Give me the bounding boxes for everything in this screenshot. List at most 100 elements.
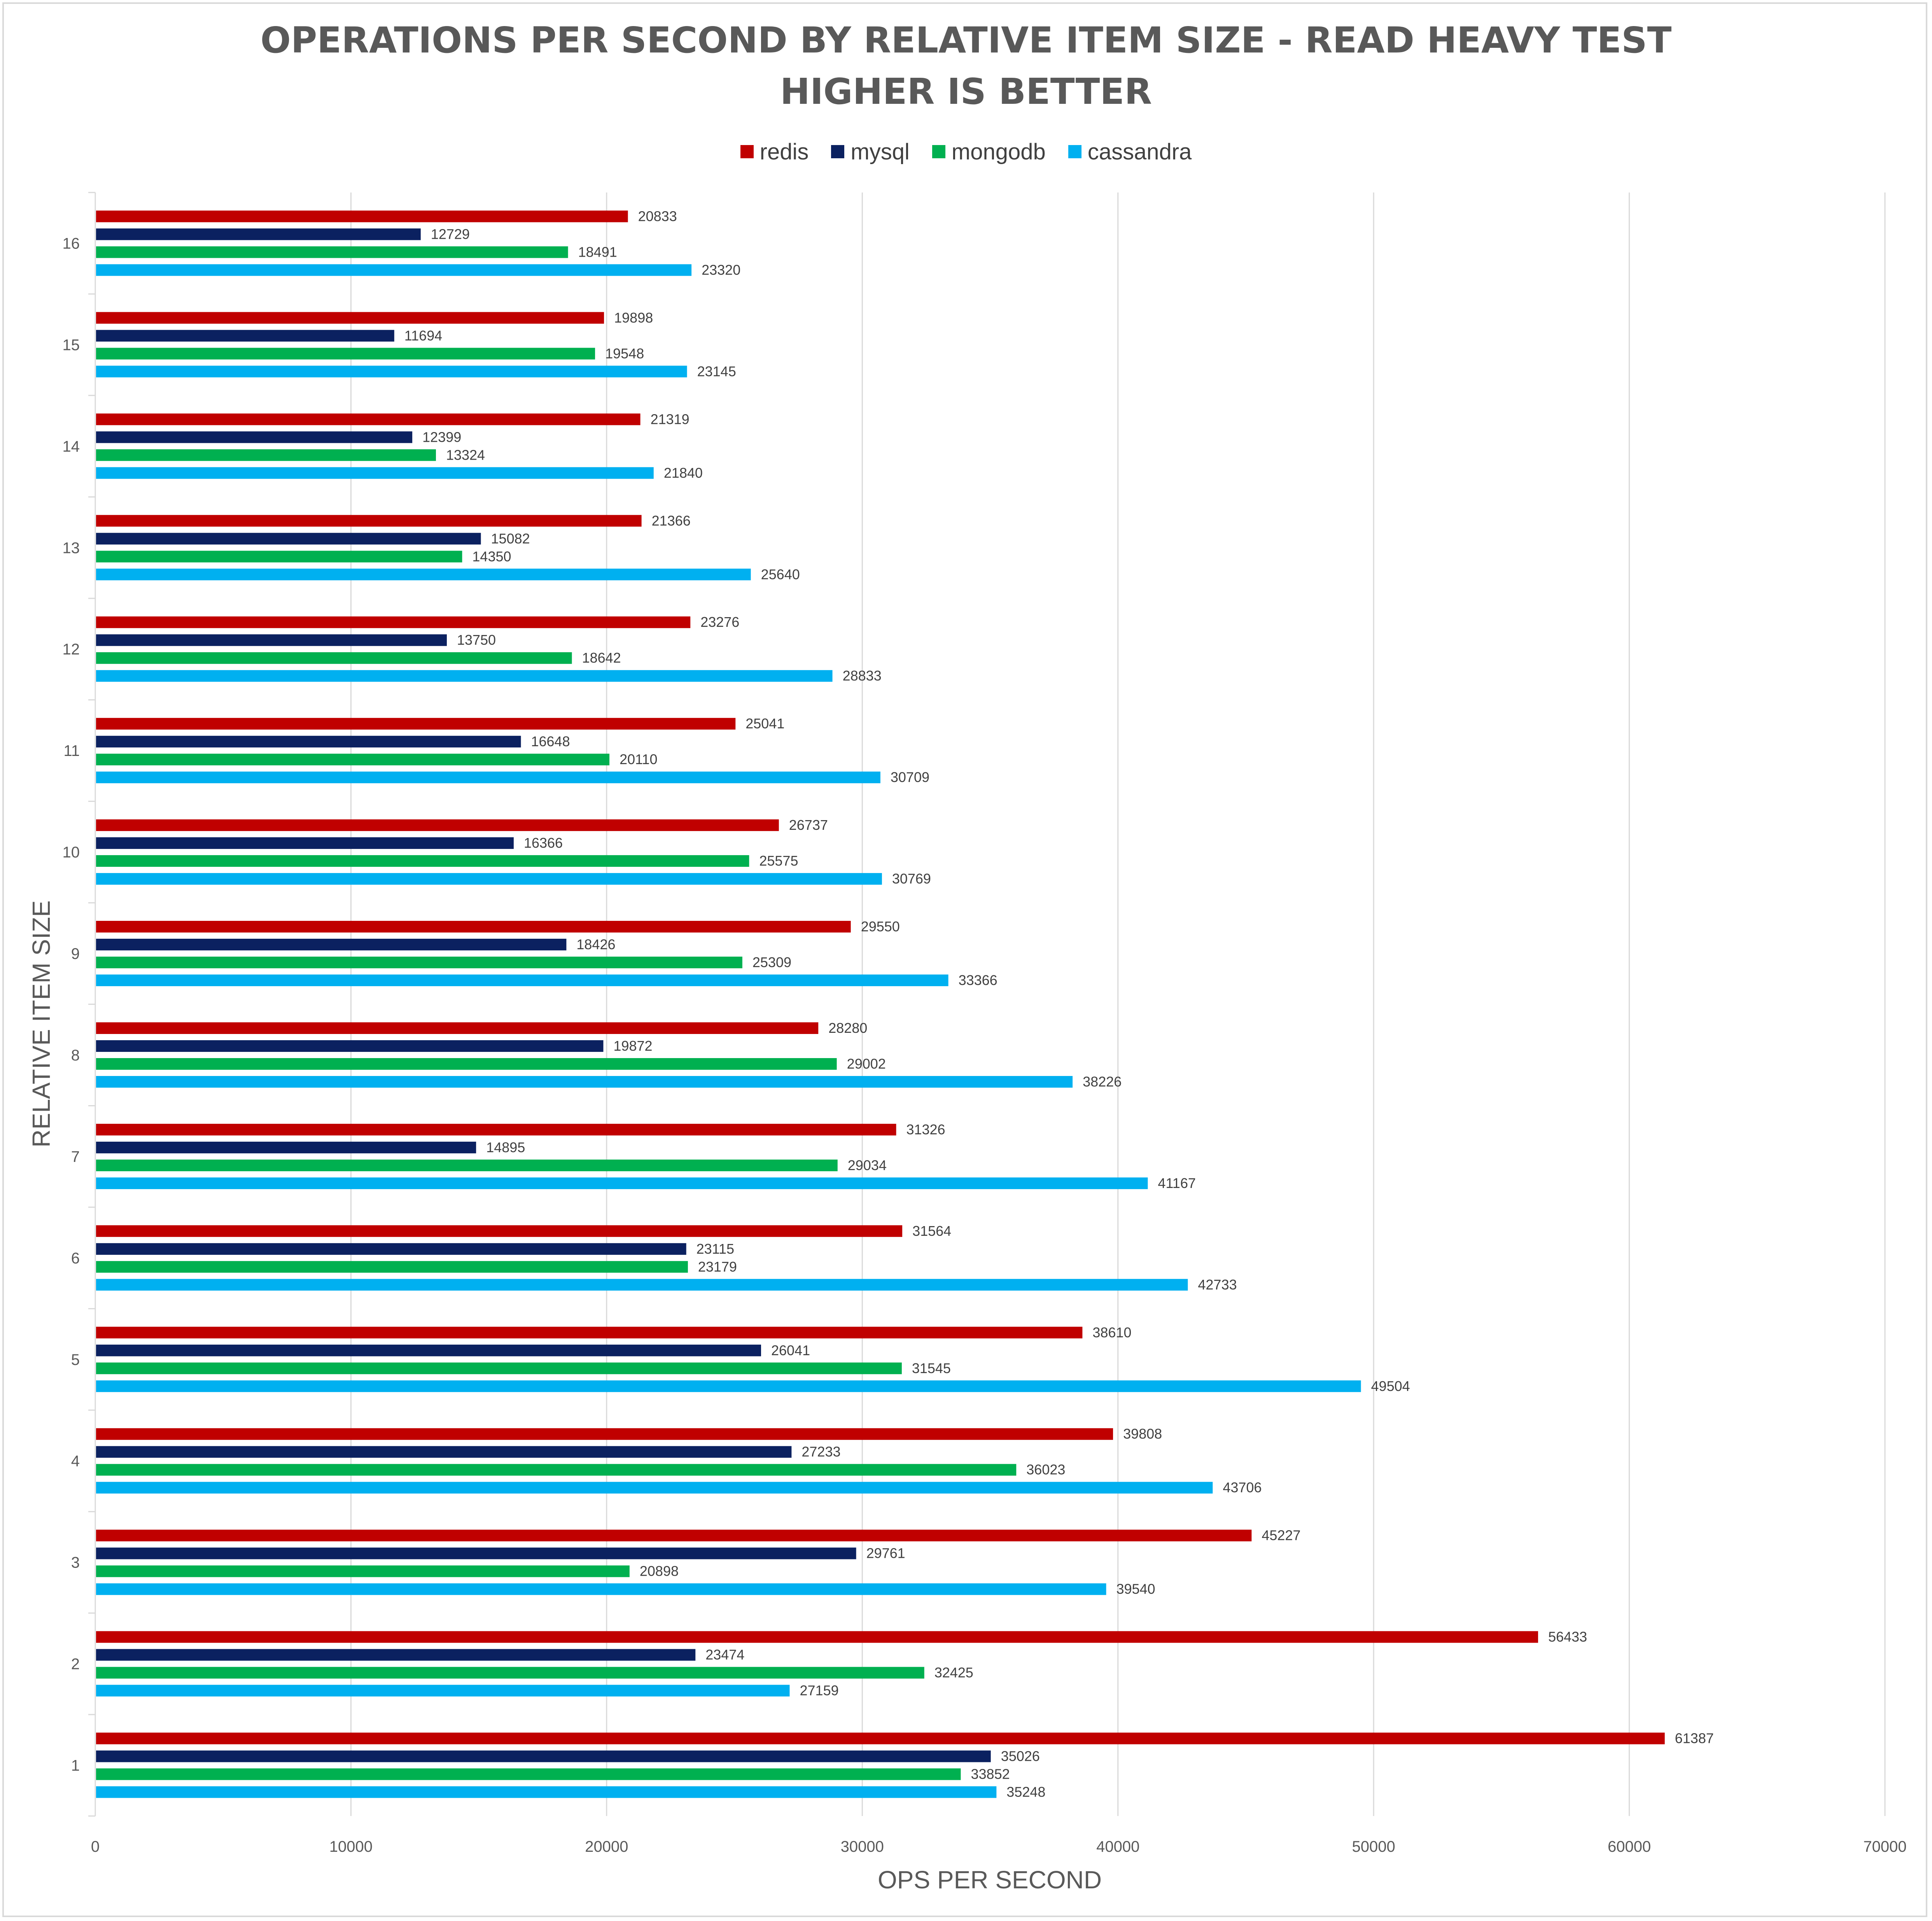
legend-swatch: [1068, 145, 1082, 158]
bar-cassandra-6: [96, 1279, 1188, 1291]
data-label: 27159: [800, 1683, 839, 1699]
x-tick-label: 20000: [585, 1838, 628, 1855]
bar-mongodb-5: [96, 1362, 902, 1374]
bar-redis-7: [96, 1123, 896, 1135]
bar-redis-2: [96, 1631, 1538, 1643]
bar-mongodb-7: [96, 1159, 838, 1171]
y-tick-label: 15: [63, 336, 80, 353]
bar-cassandra-10: [96, 873, 882, 885]
bar-redis-15: [96, 312, 604, 324]
bar-mysql-4: [96, 1446, 792, 1458]
data-label: 13324: [446, 447, 485, 463]
bar-cassandra-12: [96, 670, 833, 682]
bar-mongodb-12: [96, 652, 572, 664]
data-label: 25575: [759, 853, 798, 869]
bar-redis-9: [96, 921, 851, 933]
y-axis-title: RELATIVE ITEM SIZE: [27, 900, 55, 1147]
bar-mysql-2: [96, 1649, 696, 1661]
data-label: 36023: [1026, 1462, 1065, 1478]
data-label: 20110: [620, 751, 657, 767]
data-label: 35248: [1006, 1784, 1045, 1800]
bar-redis-12: [96, 616, 691, 628]
legend-label: cassandra: [1087, 139, 1192, 164]
x-tick-label: 60000: [1608, 1838, 1651, 1855]
bar-cassandra-13: [96, 569, 751, 581]
legend-swatch: [740, 145, 754, 158]
bar-mongodb-4: [96, 1464, 1017, 1476]
data-label: 25309: [752, 954, 791, 970]
bar-mongodb-14: [96, 449, 436, 461]
legend-label: mysql: [850, 139, 910, 164]
legend-swatch: [831, 145, 845, 158]
legend-item-mysql: mysql: [831, 139, 910, 165]
bar-cassandra-16: [96, 264, 692, 276]
data-label: 19898: [614, 310, 653, 325]
legend-item-mongodb: mongodb: [932, 139, 1046, 165]
data-label: 33366: [959, 972, 998, 988]
data-label: 29034: [848, 1157, 887, 1173]
data-label: 25640: [761, 566, 800, 582]
data-label: 16648: [531, 733, 570, 749]
bars: [96, 210, 1665, 1798]
bar-mongodb-2: [96, 1667, 924, 1679]
bar-redis-1: [96, 1732, 1665, 1744]
bar-cassandra-9: [96, 974, 948, 987]
bar-redis-11: [96, 718, 736, 730]
data-label: 26041: [771, 1342, 810, 1358]
data-label: 38610: [1092, 1324, 1131, 1340]
bar-mysql-15: [96, 330, 394, 342]
bar-redis-14: [96, 413, 640, 425]
data-label: 12729: [431, 226, 470, 242]
bar-mongodb-8: [96, 1058, 837, 1070]
data-label: 21319: [651, 411, 690, 427]
bar-redis-16: [96, 210, 628, 222]
legend-label: redis: [760, 139, 809, 164]
y-tick-label: 13: [63, 539, 80, 556]
data-label: 11694: [404, 327, 442, 343]
data-label: 45227: [1262, 1527, 1300, 1543]
bar-mongodb-1: [96, 1768, 961, 1780]
data-label: 19548: [605, 345, 644, 361]
bar-mysql-11: [96, 736, 521, 748]
data-label: 16366: [524, 835, 563, 851]
chart-legend: redis mysql mongodb cassandra: [0, 136, 1932, 167]
x-tick-label: 10000: [329, 1838, 373, 1855]
data-label: 23179: [698, 1259, 737, 1275]
bar-mysql-3: [96, 1547, 856, 1559]
x-tick-label: 50000: [1352, 1838, 1395, 1855]
data-label: 33852: [971, 1766, 1010, 1782]
y-tick-label: 11: [63, 742, 80, 759]
data-label: 18642: [582, 650, 621, 666]
y-tick-label: 4: [71, 1453, 80, 1470]
bar-cassandra-8: [96, 1076, 1073, 1088]
data-label: 42733: [1198, 1277, 1237, 1293]
bar-redis-10: [96, 819, 779, 831]
gridlines: [350, 192, 1886, 1816]
data-label: 39540: [1116, 1581, 1155, 1597]
bar-mongodb-11: [96, 754, 610, 766]
bar-mongodb-10: [96, 855, 749, 867]
bar-mysql-5: [96, 1344, 761, 1356]
bar-mongodb-6: [96, 1261, 688, 1273]
data-label: 18491: [578, 244, 617, 260]
bar-cassandra-7: [96, 1177, 1148, 1189]
x-tick-label: 40000: [1096, 1838, 1139, 1855]
data-label: 27233: [802, 1444, 840, 1460]
data-label: 30709: [891, 769, 929, 785]
legend-label: mongodb: [951, 139, 1046, 164]
bar-mysql-1: [96, 1750, 991, 1762]
data-label: 23145: [697, 363, 736, 379]
axes: 0 10000 20000 30000 40000 50000 60000 700001234…: [63, 192, 1907, 1855]
x-axis-title: OPS PER SECOND: [878, 1866, 1102, 1894]
y-tick-label: 9: [71, 945, 80, 962]
data-label: 49504: [1371, 1378, 1410, 1394]
data-label: 28833: [843, 668, 882, 684]
bar-cassandra-1: [96, 1786, 997, 1798]
bar-redis-5: [96, 1326, 1083, 1338]
y-tick-label: 8: [71, 1047, 80, 1064]
bar-cassandra-14: [96, 467, 654, 479]
y-tick-label: 16: [63, 235, 80, 252]
data-label: 39808: [1123, 1426, 1162, 1442]
data-label: 23320: [702, 262, 740, 278]
